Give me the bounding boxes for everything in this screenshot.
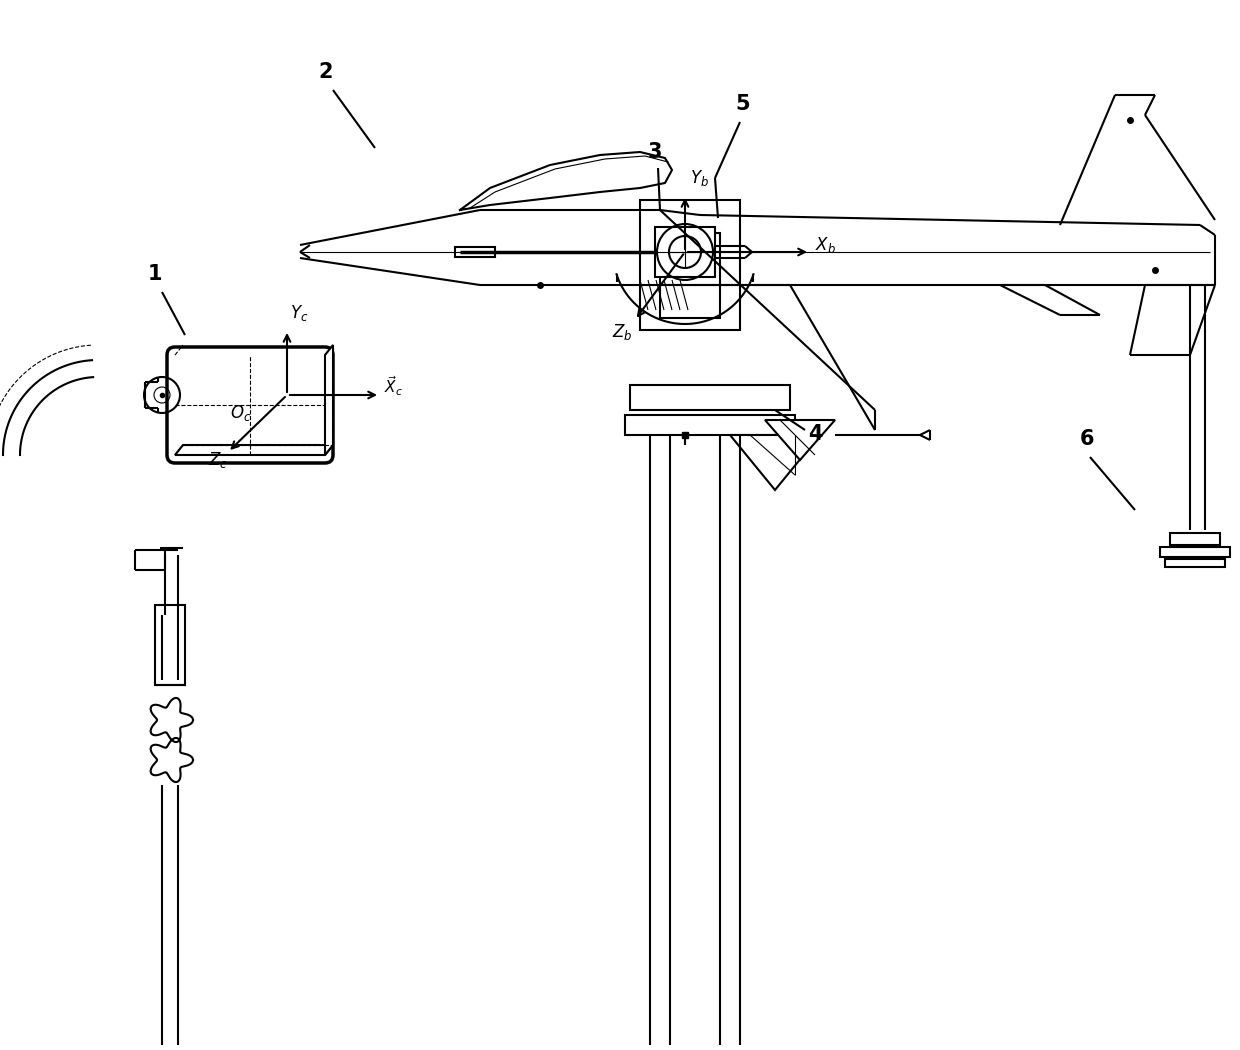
- Bar: [1159, 547, 1230, 557]
- Text: $\vec{X}_c$: $\vec{X}_c$: [384, 374, 403, 398]
- Polygon shape: [175, 445, 334, 455]
- Polygon shape: [730, 435, 820, 490]
- Text: 5: 5: [735, 94, 750, 114]
- Text: $Z_b$: $Z_b$: [613, 322, 632, 342]
- Bar: [640, 200, 740, 330]
- Bar: [630, 385, 790, 410]
- Bar: [1166, 559, 1225, 567]
- Text: 1: 1: [148, 264, 162, 284]
- Bar: [660, 233, 720, 318]
- Text: $Y_c$: $Y_c$: [290, 303, 309, 323]
- FancyBboxPatch shape: [167, 346, 334, 463]
- Text: $Z_c$: $Z_c$: [208, 450, 228, 470]
- Text: 3: 3: [649, 142, 662, 162]
- Polygon shape: [325, 345, 334, 455]
- Bar: [625, 415, 795, 435]
- Bar: [655, 227, 715, 277]
- Bar: [155, 605, 185, 685]
- Text: 6: 6: [1080, 429, 1095, 449]
- Text: $O_c$: $O_c$: [229, 403, 252, 423]
- Polygon shape: [765, 420, 835, 460]
- Bar: [455, 247, 495, 257]
- Text: 4: 4: [808, 424, 822, 444]
- Text: $Y_b$: $Y_b$: [689, 168, 709, 188]
- Text: 2: 2: [317, 62, 332, 82]
- Text: $X_b$: $X_b$: [815, 235, 836, 255]
- Bar: [1171, 533, 1220, 545]
